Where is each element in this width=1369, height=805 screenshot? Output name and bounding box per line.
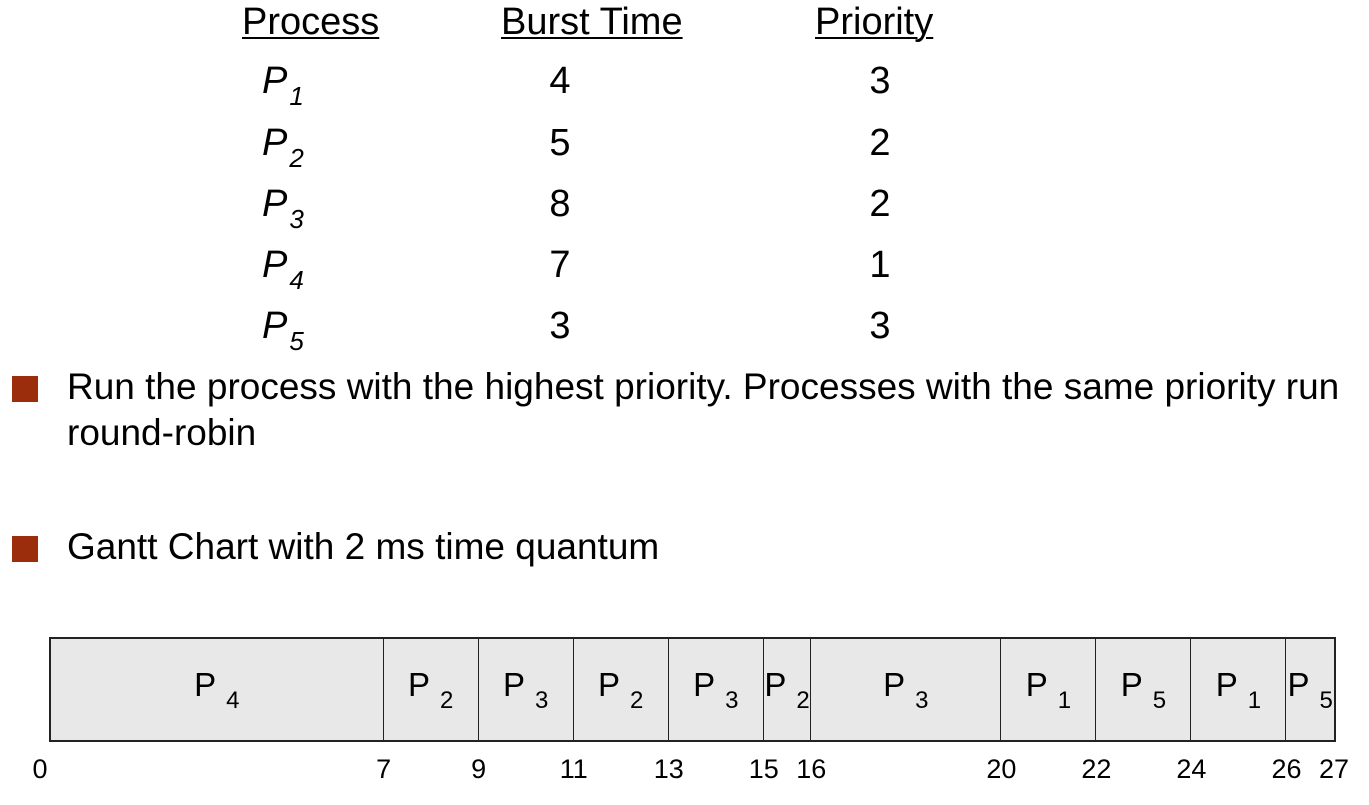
gantt-tick-label: 7 [376,754,392,784]
burst-time-value: 8 [549,183,571,225]
gantt-tick-label: 0 [32,754,48,784]
gantt-tick-label: 11 [559,754,588,784]
gantt-process-letter: P [194,666,217,703]
gantt-process-letter: P [598,666,621,703]
gantt-tick-label: 27 [1318,754,1350,784]
priority-value: 2 [869,122,891,164]
process-subscript: 3 [289,204,304,234]
table-row: P2 5 2 [0,120,1369,180]
bullet-item: Run the process with the highest priorit… [12,364,1362,464]
gantt-process-subscript: 4 [226,687,240,714]
process-letter: P [262,122,288,164]
gantt-process-subscript: 2 [630,687,644,714]
burst-time-value: 3 [549,305,571,347]
gantt-process-letter: P [1215,666,1238,703]
gantt-tick-label: 15 [748,754,779,784]
process-name: P2 [262,120,304,173]
gantt-process-subscript: 2 [439,687,454,714]
gantt-tick-label: 24 [1176,754,1207,784]
square-bullet-icon [12,536,38,562]
process-subscript: 4 [289,265,304,295]
process-subscript: 2 [289,143,304,173]
process-name: P1 [262,58,304,111]
gantt-process-letter: P [1120,666,1143,703]
priority-value: 3 [869,60,891,102]
burst-time-value: 7 [549,244,571,286]
header-priority: Priority [815,1,934,43]
gantt-process-subscript: 2 [796,687,810,714]
gantt-process-subscript: 3 [535,687,549,714]
gantt-tick-label: 26 [1271,754,1302,784]
gantt-tick-label: 16 [796,754,827,784]
bullet-text: Run the process with the highest priorit… [67,366,1340,453]
process-name: P5 [262,303,304,356]
gantt-process-letter: P [883,666,906,703]
gantt-tick-label: 20 [986,754,1017,784]
table-row: P1 4 3 [0,58,1369,118]
gantt-process-subscript: 5 [1319,687,1333,714]
header-burst-time: Burst Time [501,1,683,43]
gantt-process-letter: P [764,666,787,703]
table-row: P3 8 2 [0,181,1369,241]
process-name: P3 [262,181,304,234]
header-process: Process [242,1,380,43]
gantt-process-letter: P [1025,666,1048,703]
gantt-process-letter: P [1287,666,1310,703]
burst-time-value: 5 [549,122,571,164]
gantt-process-subscript: 3 [725,687,739,714]
gantt-process-letter: P [693,666,716,703]
burst-time-value: 4 [549,60,571,102]
bullet-text: Gantt Chart with 2 ms time quantum [67,526,660,567]
process-name: P4 [262,242,304,295]
process-subscript: 1 [289,81,304,111]
gantt-tick-label: 13 [653,754,684,784]
priority-value: 1 [869,244,891,286]
gantt-process-letter: P [407,666,430,703]
process-letter: P [262,60,288,102]
table-row: P4 7 1 [0,242,1369,302]
gantt-tick-label: 22 [1081,754,1112,784]
bullet-item: Gantt Chart with 2 ms time quantum [12,524,1362,574]
process-letter: P [262,244,288,286]
priority-value: 2 [869,183,891,225]
process-subscript: 5 [289,326,304,356]
gantt-tick-label: 9 [471,754,487,784]
gantt-process-subscript: 5 [1152,687,1167,714]
gantt-process-letter: P [502,666,525,703]
process-letter: P [262,305,288,347]
gantt-process-subscript: 1 [1057,687,1072,714]
gantt-process-subscript: 3 [915,687,929,714]
priority-value: 3 [869,305,891,347]
table-row: P5 3 3 [0,303,1369,363]
square-bullet-icon [12,376,38,402]
gantt-process-subscript: 1 [1247,687,1262,714]
process-letter: P [262,183,288,225]
